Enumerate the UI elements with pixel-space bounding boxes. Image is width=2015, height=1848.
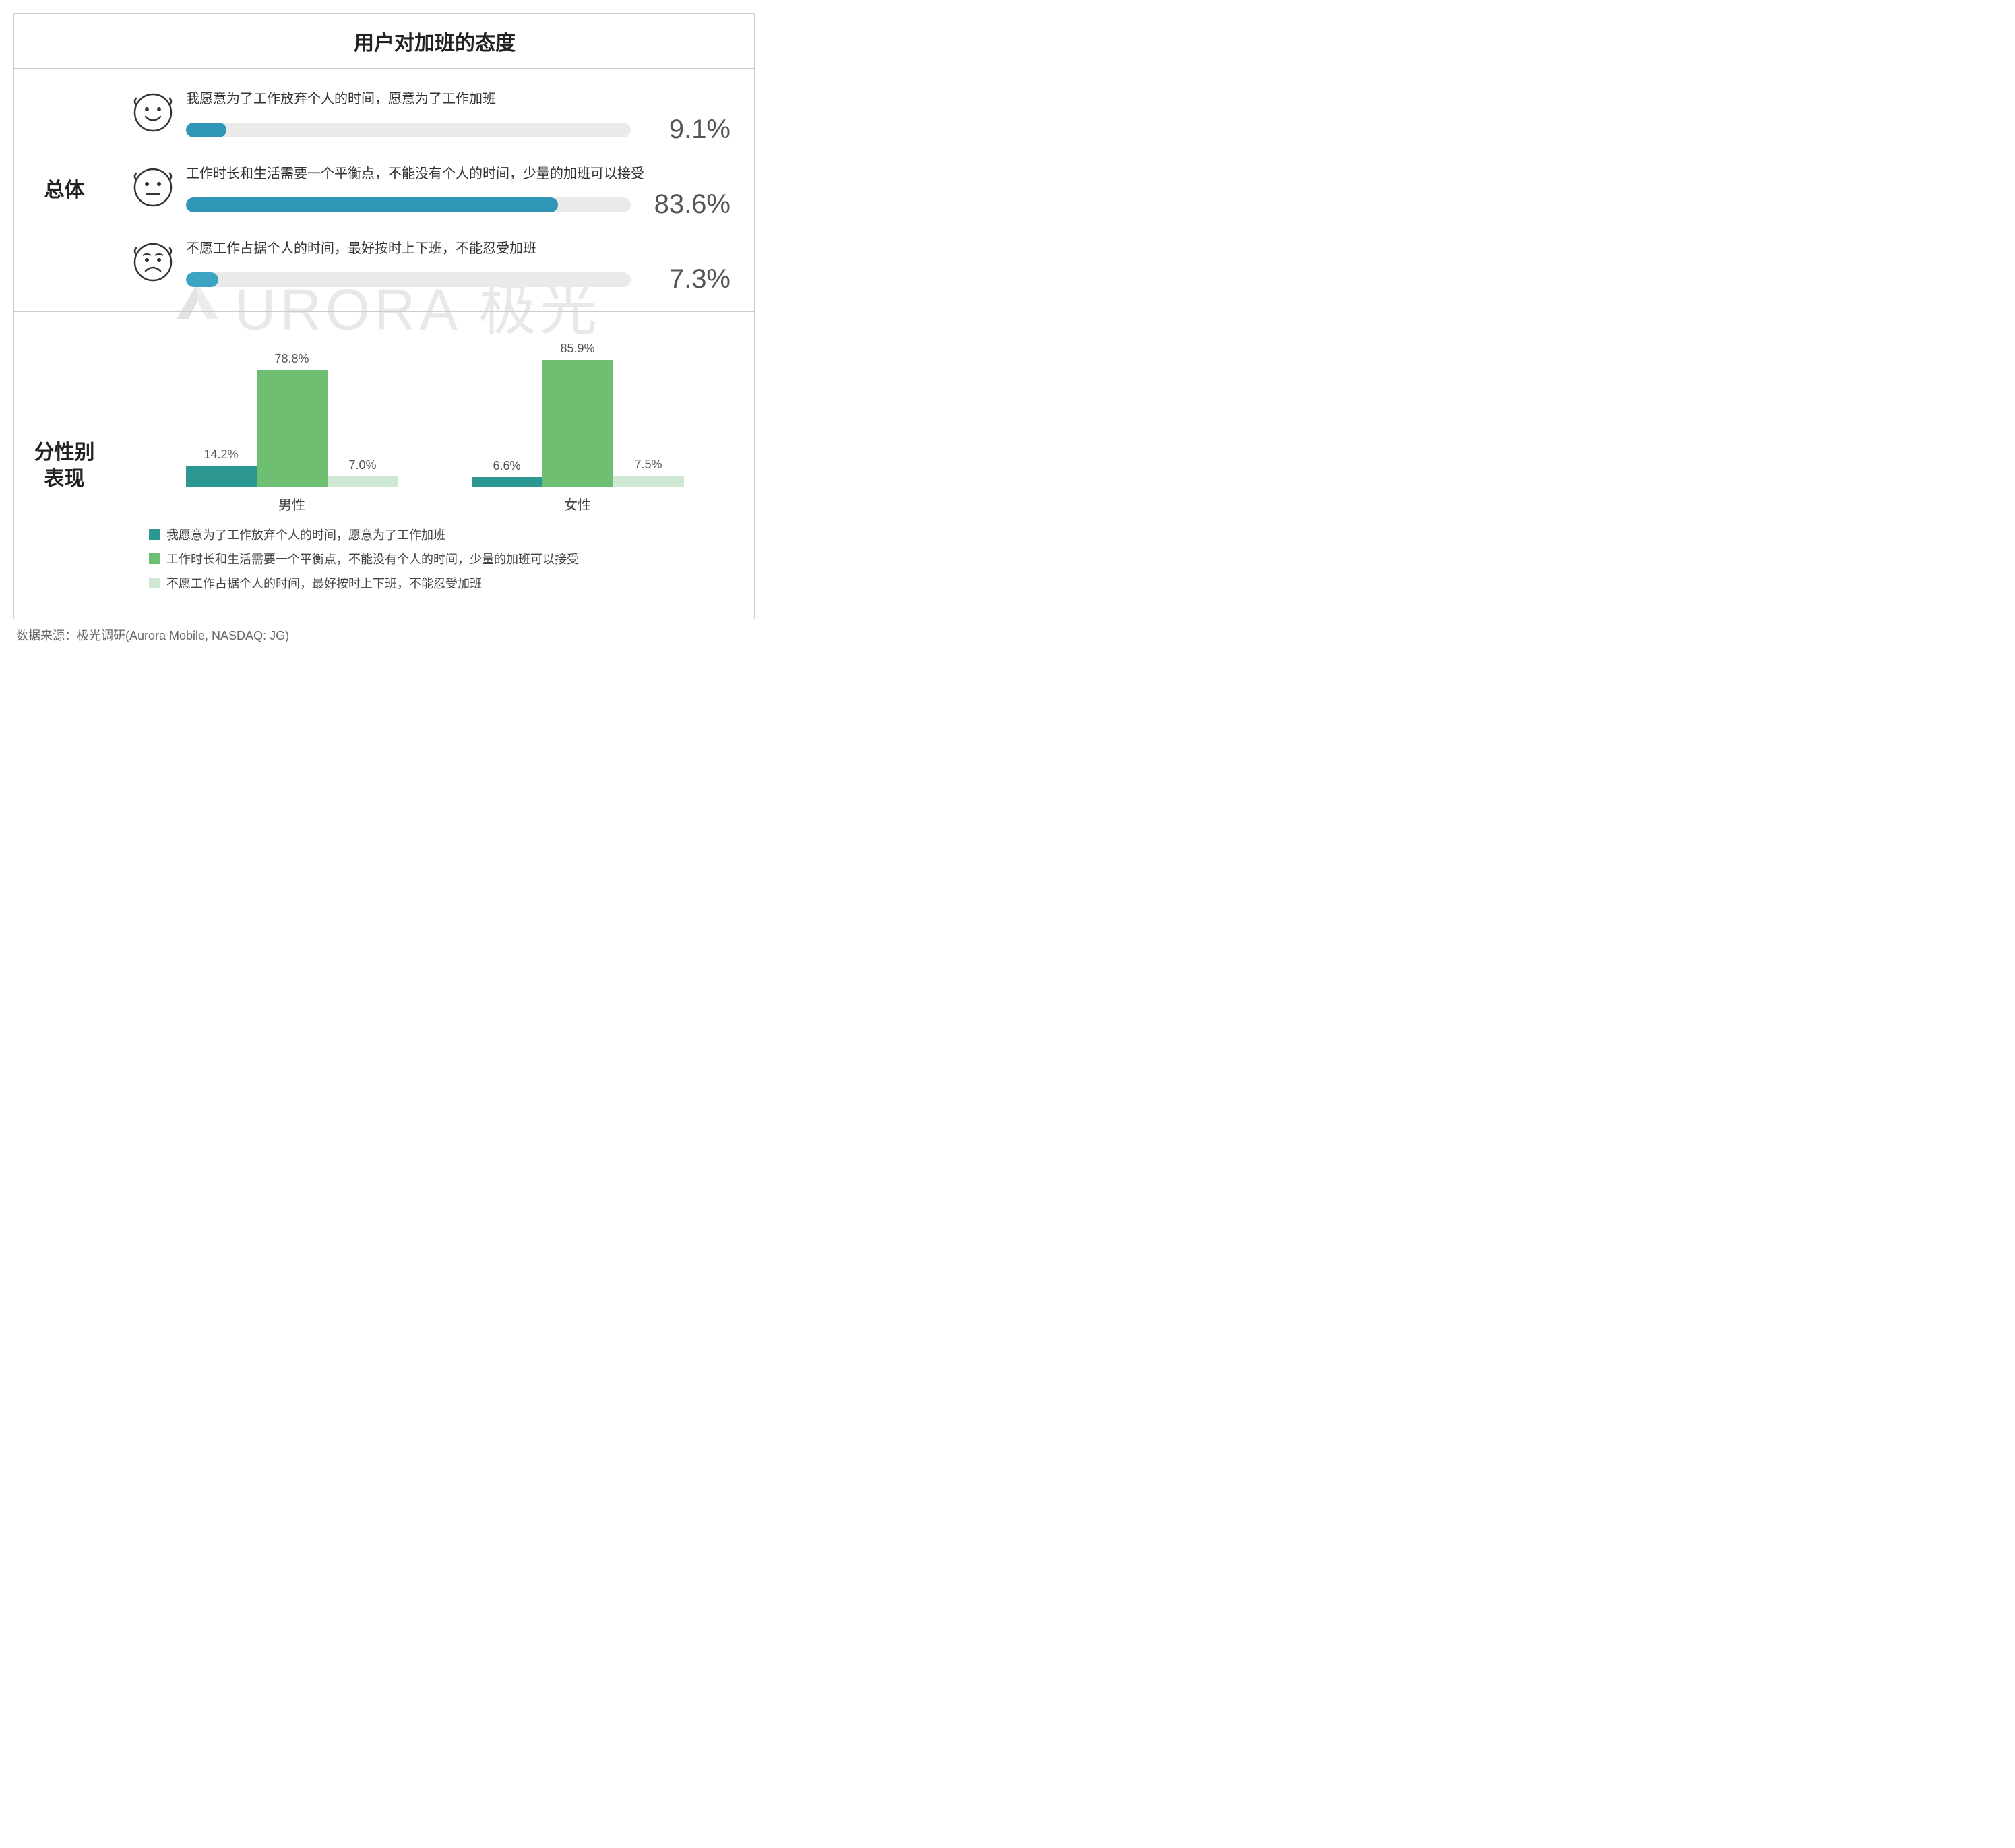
vbar bbox=[257, 370, 328, 487]
legend-swatch bbox=[149, 553, 160, 564]
attitude-item: 工作时长和生活需要一个平衡点，不能没有个人的时间，少量的加班可以接受 83.6% bbox=[132, 164, 731, 220]
overall-label: 总体 bbox=[14, 69, 115, 311]
bar-group: 6.6% 85.9% 7.5% bbox=[435, 339, 720, 487]
bar-group: 14.2% 78.8% 7.0% bbox=[149, 339, 435, 487]
legend-item: 不愿工作占据个人的时间，最好按时上下班，不能忍受加班 bbox=[135, 574, 734, 592]
header-blank-cell bbox=[14, 14, 115, 68]
bar-track bbox=[186, 123, 631, 137]
legend-item: 我愿意为了工作放弃个人的时间，愿意为了工作加班 bbox=[135, 526, 734, 543]
bar-percent: 9.1% bbox=[643, 115, 731, 145]
bar-fill bbox=[186, 272, 218, 287]
attitude-item: 不愿工作占据个人的时间，最好按时上下班，不能忍受加班 7.3% bbox=[132, 239, 731, 295]
bar-fill bbox=[186, 123, 226, 137]
sad-face-icon bbox=[132, 241, 174, 283]
gender-section: 分性别表现 14.2% 78.8% 7.0% 6.6% 85.9% 7.5% 男… bbox=[14, 312, 754, 619]
gender-label: 分性别表现 bbox=[14, 312, 115, 619]
vbar-wrap: 14.2% bbox=[186, 339, 257, 487]
vbar bbox=[186, 466, 257, 487]
overall-content: 我愿意为了工作放弃个人的时间，愿意为了工作加班 9.1% 工作时长和生活需要一个… bbox=[115, 69, 754, 311]
legend-text: 我愿意为了工作放弃个人的时间，愿意为了工作加班 bbox=[166, 526, 445, 543]
bar-track bbox=[186, 272, 631, 287]
vbar-value-label: 6.6% bbox=[493, 459, 520, 473]
vbar-wrap: 7.5% bbox=[613, 339, 684, 487]
x-label: 男性 bbox=[149, 494, 435, 514]
bar-percent: 83.6% bbox=[643, 189, 731, 220]
legend-text: 工作时长和生活需要一个平衡点，不能没有个人的时间，少量的加班可以接受 bbox=[166, 550, 579, 567]
vbar bbox=[328, 476, 398, 487]
vbar-value-label: 7.0% bbox=[348, 458, 376, 472]
header-row: 用户对加班的态度 bbox=[14, 14, 754, 69]
bar-fill bbox=[186, 197, 558, 212]
attitude-text: 不愿工作占据个人的时间，最好按时上下班，不能忍受加班 bbox=[186, 239, 731, 259]
vbar-wrap: 7.0% bbox=[328, 339, 398, 487]
attitude-text: 工作时长和生活需要一个平衡点，不能没有个人的时间，少量的加班可以接受 bbox=[186, 164, 731, 184]
gender-content: 14.2% 78.8% 7.0% 6.6% 85.9% 7.5% 男性女性 我愿… bbox=[115, 312, 754, 619]
bar-track bbox=[186, 197, 631, 212]
x-axis-labels: 男性女性 bbox=[135, 487, 734, 514]
legend-swatch bbox=[149, 578, 160, 588]
vbar-wrap: 85.9% bbox=[542, 339, 613, 487]
legend-text: 不愿工作占据个人的时间，最好按时上下班，不能忍受加班 bbox=[166, 574, 482, 592]
vbar-wrap: 6.6% bbox=[472, 339, 542, 487]
vbar-wrap: 78.8% bbox=[257, 339, 328, 487]
attitude-text: 我愿意为了工作放弃个人的时间，愿意为了工作加班 bbox=[186, 89, 731, 109]
legend-item: 工作时长和生活需要一个平衡点，不能没有个人的时间，少量的加班可以接受 bbox=[135, 550, 734, 567]
data-source: 数据来源：极光调研(Aurora Mobile, NASDAQ: JG) bbox=[13, 619, 755, 650]
bars-area: 14.2% 78.8% 7.0% 6.6% 85.9% 7.5% bbox=[135, 339, 734, 487]
vbar bbox=[472, 477, 542, 487]
legend-swatch bbox=[149, 529, 160, 540]
overall-section: 总体 我愿意为了工作放弃个人的时间，愿意为了工作加班 9.1% 工作时长和生活需… bbox=[14, 69, 754, 312]
chart-title: 用户对加班的态度 bbox=[115, 14, 754, 68]
bar-row: 7.3% bbox=[186, 264, 731, 295]
vbar bbox=[613, 476, 684, 487]
chart-container: URORA 极光 用户对加班的态度 总体 我愿意为了工作放弃个人的时间，愿意为了… bbox=[13, 13, 755, 619]
vbar-value-label: 78.8% bbox=[274, 352, 309, 366]
neutral-face-icon bbox=[132, 166, 174, 208]
bar-percent: 7.3% bbox=[643, 264, 731, 295]
vbar-value-label: 85.9% bbox=[560, 342, 594, 356]
legend: 我愿意为了工作放弃个人的时间，愿意为了工作加班工作时长和生活需要一个平衡点，不能… bbox=[135, 514, 734, 605]
attitude-item: 我愿意为了工作放弃个人的时间，愿意为了工作加班 9.1% bbox=[132, 89, 731, 145]
happy-face-icon bbox=[132, 92, 174, 133]
bar-row: 83.6% bbox=[186, 189, 731, 220]
vbar bbox=[542, 360, 613, 487]
x-label: 女性 bbox=[435, 494, 720, 514]
bar-row: 9.1% bbox=[186, 115, 731, 145]
vbar-value-label: 14.2% bbox=[204, 448, 238, 462]
vbar-value-label: 7.5% bbox=[634, 458, 662, 472]
